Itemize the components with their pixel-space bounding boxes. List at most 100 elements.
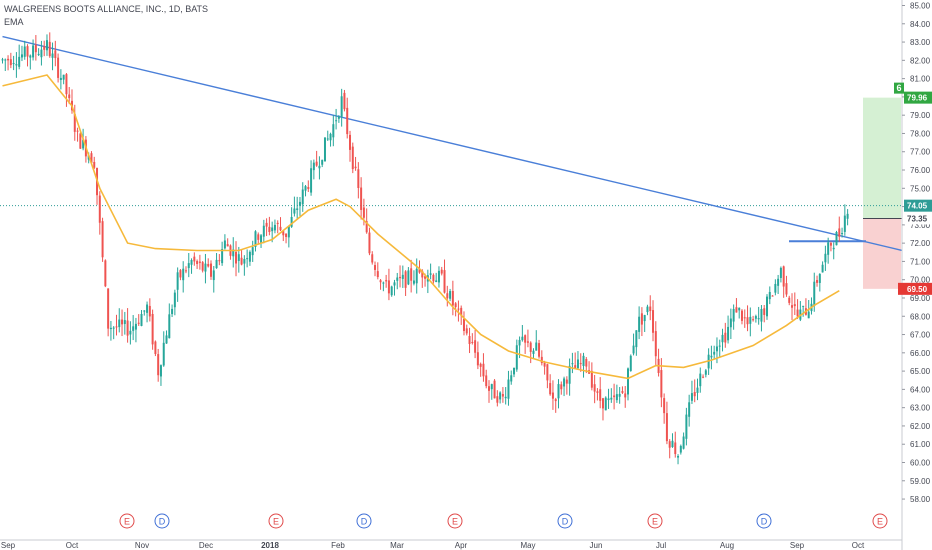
candle[interactable] — [738, 307, 741, 319]
candle[interactable] — [791, 293, 794, 320]
candle[interactable] — [632, 333, 635, 356]
candle[interactable] — [93, 156, 96, 170]
profit-zone[interactable] — [863, 97, 901, 219]
candle[interactable] — [29, 54, 32, 70]
candle[interactable] — [207, 258, 210, 268]
candle[interactable] — [543, 360, 546, 375]
candle[interactable] — [360, 177, 363, 220]
candle[interactable] — [90, 151, 93, 163]
candle[interactable] — [65, 72, 68, 107]
candle[interactable] — [832, 242, 835, 260]
candle[interactable] — [45, 34, 48, 56]
candle[interactable] — [26, 44, 29, 67]
candle[interactable] — [668, 439, 671, 459]
candle[interactable] — [310, 160, 313, 196]
earnings-event-marker[interactable]: E — [647, 513, 663, 529]
candle[interactable] — [827, 237, 830, 264]
candle[interactable] — [23, 40, 26, 60]
candle[interactable] — [385, 274, 388, 288]
candle[interactable] — [9, 52, 12, 69]
candle[interactable] — [696, 378, 699, 401]
candle[interactable] — [560, 381, 563, 395]
candle[interactable] — [404, 270, 407, 296]
candle[interactable] — [218, 253, 221, 266]
candle[interactable] — [159, 364, 162, 386]
candle[interactable] — [426, 269, 429, 294]
candle[interactable] — [34, 35, 37, 61]
candle[interactable] — [510, 370, 513, 385]
candle[interactable] — [621, 386, 624, 394]
candle[interactable] — [710, 345, 713, 370]
dividend-event-marker[interactable]: D — [154, 513, 170, 529]
candle[interactable] — [799, 301, 802, 322]
candle[interactable] — [354, 156, 357, 171]
candle[interactable] — [563, 376, 566, 397]
candle[interactable] — [532, 348, 535, 359]
candle[interactable] — [838, 216, 841, 242]
candle[interactable] — [212, 266, 215, 293]
candle[interactable] — [779, 266, 782, 283]
candle[interactable] — [451, 280, 454, 316]
candle[interactable] — [318, 156, 321, 180]
candle[interactable] — [112, 326, 115, 340]
candle[interactable] — [446, 285, 449, 307]
candle[interactable] — [671, 433, 674, 448]
candle[interactable] — [301, 182, 304, 212]
candle[interactable] — [210, 260, 212, 280]
entry-price-badge[interactable]: 73.35 — [904, 212, 932, 225]
candle[interactable] — [816, 275, 819, 287]
candle[interactable] — [215, 252, 218, 269]
candle[interactable] — [140, 309, 143, 327]
candle[interactable] — [312, 159, 315, 180]
candle[interactable] — [196, 259, 199, 269]
candle[interactable] — [371, 251, 374, 265]
candle[interactable] — [7, 55, 10, 71]
candle[interactable] — [40, 40, 43, 66]
candle[interactable] — [579, 353, 582, 372]
candle[interactable] — [493, 379, 496, 399]
candle[interactable] — [343, 89, 346, 112]
candle[interactable] — [643, 314, 646, 333]
candle[interactable] — [665, 401, 668, 445]
candle[interactable] — [407, 267, 410, 286]
candle[interactable] — [1, 57, 4, 64]
candle[interactable] — [293, 196, 296, 217]
candle[interactable] — [763, 304, 766, 323]
candle[interactable] — [496, 390, 499, 407]
candle[interactable] — [298, 196, 301, 216]
candle[interactable] — [15, 52, 18, 78]
candle[interactable] — [501, 387, 504, 403]
candle[interactable] — [176, 267, 179, 302]
candle[interactable] — [627, 367, 629, 401]
candle[interactable] — [435, 272, 438, 283]
candle[interactable] — [51, 42, 54, 71]
candle[interactable] — [521, 324, 524, 342]
candle[interactable] — [654, 321, 657, 367]
candle[interactable] — [727, 315, 730, 344]
candle[interactable] — [679, 444, 682, 455]
trendline[interactable] — [2, 35, 903, 252]
candle[interactable] — [457, 300, 460, 322]
candle[interactable] — [418, 260, 421, 274]
candle[interactable] — [571, 352, 574, 374]
candle[interactable] — [365, 208, 368, 234]
candle[interactable] — [43, 40, 46, 57]
candle[interactable] — [179, 269, 182, 281]
candle[interactable] — [101, 217, 104, 262]
candle[interactable] — [268, 216, 271, 236]
candle[interactable] — [346, 97, 349, 139]
candle[interactable] — [735, 298, 738, 313]
candle[interactable] — [554, 397, 557, 413]
candle[interactable] — [646, 304, 649, 316]
candle[interactable] — [652, 300, 655, 342]
candle[interactable] — [551, 380, 554, 410]
candle[interactable] — [171, 304, 174, 318]
ema-indicator-label[interactable]: EMA — [4, 17, 24, 27]
candle[interactable] — [507, 370, 510, 406]
candle[interactable] — [788, 295, 791, 306]
candle[interactable] — [474, 330, 477, 359]
candle[interactable] — [243, 255, 246, 276]
candle[interactable] — [132, 315, 135, 341]
candle[interactable] — [32, 39, 35, 61]
candle[interactable] — [682, 432, 685, 450]
